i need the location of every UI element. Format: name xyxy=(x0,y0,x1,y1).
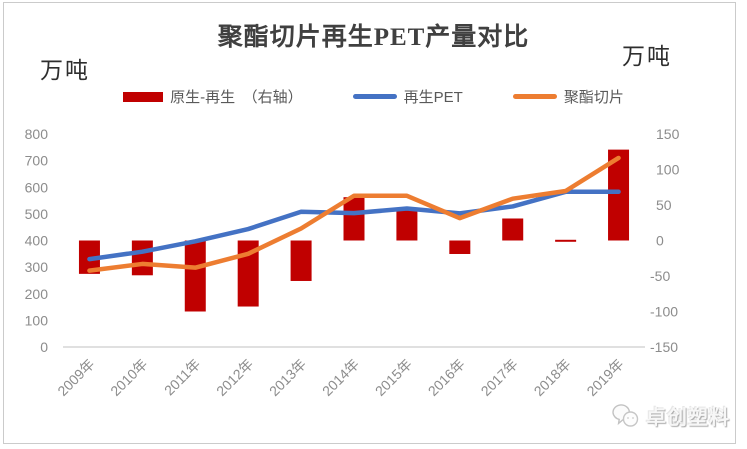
left-axis-tick-label: 600 xyxy=(25,179,49,195)
bar-2014年 xyxy=(343,197,365,241)
bar-2010年 xyxy=(131,240,153,276)
x-axis-category-label: 2017年 xyxy=(478,356,521,399)
bar-2013年 xyxy=(290,240,312,281)
right-axis-tick-label: 0 xyxy=(656,233,664,249)
x-axis-category-label: 2019年 xyxy=(583,356,626,399)
legend-label: 再生PET xyxy=(403,89,463,106)
x-axis-category-label: 2016年 xyxy=(425,356,468,399)
bar-2018年 xyxy=(555,239,577,242)
left-axis-tick-label: 500 xyxy=(25,206,49,222)
brand-watermark: 卓创塑料 xyxy=(610,401,730,430)
left-axis-tick-label: 300 xyxy=(25,259,49,275)
right-axis-unit-label: 万吨 xyxy=(622,43,672,69)
right-axis-tick-label: -50 xyxy=(650,268,670,284)
bar-series-swatch xyxy=(123,91,164,102)
bar-2019年 xyxy=(608,149,630,241)
x-axis-category-label: 2011年 xyxy=(161,356,204,399)
right-axis-tick-label: 50 xyxy=(656,197,672,213)
brand-name: 卓创塑料 xyxy=(646,407,730,429)
x-axis-category-label: 2018年 xyxy=(531,356,574,399)
x-axis-category-label: 2014年 xyxy=(319,356,362,399)
x-axis-category-label: 2010年 xyxy=(107,356,150,399)
right-axis-tick-label: -100 xyxy=(650,304,678,320)
legend-item-recycled-pet: 再生PET xyxy=(352,86,463,107)
right-axis-tick-label: 150 xyxy=(656,126,680,142)
left-axis-unit-label: 万吨 xyxy=(40,57,90,83)
x-axis-category-label: 2015年 xyxy=(372,356,415,399)
x-axis-category-label: 2012年 xyxy=(213,356,256,399)
bar-2017年 xyxy=(502,218,524,241)
legend-label: 聚酯切片 xyxy=(563,89,624,106)
left-axis-tick-label: 0 xyxy=(40,339,48,355)
line-再生PET xyxy=(87,189,621,262)
bar-2016年 xyxy=(449,240,471,254)
x-axis-category-label: 2009年 xyxy=(54,356,97,399)
right-axis-tick-label: -150 xyxy=(650,339,678,355)
left-axis-tick-label: 400 xyxy=(25,233,49,249)
orange-line-swatch xyxy=(512,94,557,99)
chat-bubbles-icon xyxy=(612,403,639,427)
x-axis-category-label: 2013年 xyxy=(266,356,309,399)
legend-item-polyester-chip: 聚酯切片 xyxy=(512,86,624,107)
left-axis-tick-label: 100 xyxy=(25,312,49,328)
legend: 原生-再生 （右轴） 再生PET 聚酯切片 xyxy=(0,86,747,107)
left-axis-tick-label: 800 xyxy=(25,126,49,142)
chart-title: 聚酯切片再生PET产量对比 xyxy=(217,24,530,51)
right-axis-tick-label: 100 xyxy=(656,162,680,178)
bar-2015年 xyxy=(396,209,418,241)
bar-2011年 xyxy=(184,240,206,312)
left-axis-tick-label: 200 xyxy=(25,286,49,302)
line-聚酯切片 xyxy=(87,155,621,273)
legend-label: 原生-再生 （右轴） xyxy=(170,89,303,106)
legend-item-bar-series: 原生-再生 （右轴） xyxy=(123,86,303,107)
blue-line-swatch xyxy=(352,94,397,99)
left-axis-tick-label: 700 xyxy=(25,153,49,169)
